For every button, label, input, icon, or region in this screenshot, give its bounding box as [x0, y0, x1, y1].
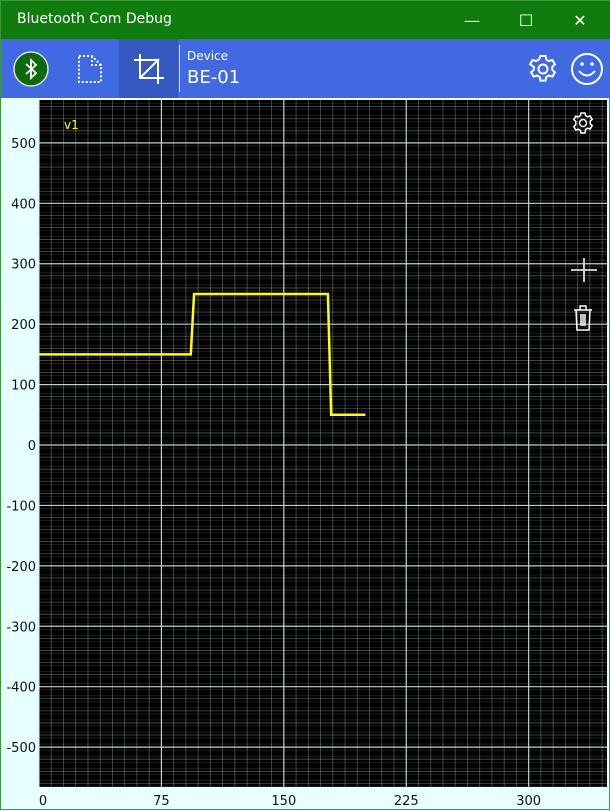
toolbar-divider: [179, 45, 180, 92]
title-bar: Bluetooth Com Debug — ☐ ✕: [1, 1, 610, 39]
y-tick-label: -300: [6, 620, 36, 635]
bluetooth-button[interactable]: [1, 39, 60, 98]
y-tick-label: -500: [6, 741, 36, 756]
chart-settings-icon[interactable]: [572, 112, 594, 134]
y-tick-label: 400: [11, 197, 36, 212]
window-title: Bluetooth Com Debug: [17, 11, 172, 27]
toolbar: Device BE-01: [1, 39, 610, 98]
y-tick-label: 100: [11, 379, 36, 394]
crop-icon: [133, 53, 164, 84]
x-tick-label: 150: [271, 794, 296, 809]
x-tick-label: 75: [153, 794, 170, 809]
maximize-button[interactable]: ☐: [518, 10, 534, 30]
x-tick-label: 0: [39, 794, 47, 809]
minimize-button[interactable]: —: [464, 10, 480, 30]
chart: 0 75 150 225 300 500 400 300 200 100 0 -100 -200 -300…: [6, 100, 607, 809]
series-line-v1: [39, 292, 366, 417]
crop-button[interactable]: [119, 39, 178, 98]
x-tick-label: 225: [394, 794, 419, 809]
legend-label: v1: [64, 118, 79, 132]
add-series-icon[interactable]: [571, 258, 597, 282]
settings-button[interactable]: [513, 39, 572, 98]
trash-icon[interactable]: [574, 305, 592, 331]
plot-area: [39, 100, 607, 787]
feedback-button[interactable]: [557, 39, 610, 98]
y-tick-label: -200: [6, 560, 36, 575]
y-tick-label: 0: [28, 439, 36, 454]
y-tick-label: 300: [11, 258, 36, 273]
bluetooth-icon: [12, 50, 49, 87]
device-label: Device: [187, 49, 229, 63]
smiley-icon: [570, 52, 603, 85]
y-tick-label: 200: [11, 318, 36, 333]
close-button[interactable]: ✕: [573, 10, 587, 30]
y-tick-label: -100: [6, 499, 36, 514]
gear-icon: [528, 54, 556, 82]
y-tick-label: 500: [11, 137, 36, 152]
x-tick-label: 300: [516, 794, 541, 809]
device-value[interactable]: BE-01: [187, 67, 241, 88]
file-icon: [77, 54, 102, 83]
y-tick-label: -400: [6, 681, 36, 696]
file-button[interactable]: [60, 39, 119, 98]
